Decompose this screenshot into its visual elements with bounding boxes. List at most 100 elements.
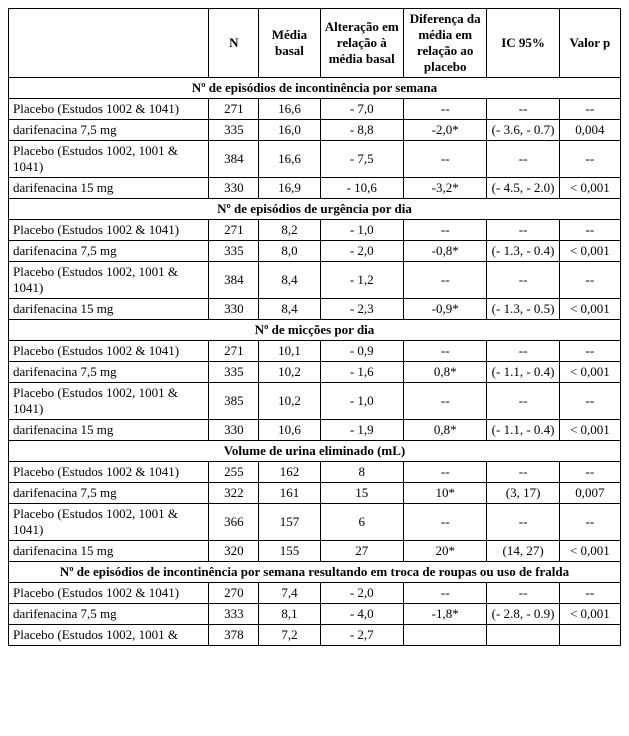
table-header: N Média basal Alteração em relação à méd… bbox=[9, 9, 621, 78]
col-ic: IC 95% bbox=[487, 9, 559, 78]
cell-n: 366 bbox=[209, 504, 259, 541]
table-row: darifenacina 7,5 mg33510,2- 1,60,8*(- 1.… bbox=[9, 362, 621, 383]
cell-p: < 0,001 bbox=[559, 299, 620, 320]
table-row: Placebo (Estudos 1002 & 1041)27116,6- 7,… bbox=[9, 99, 621, 120]
cell-p: -- bbox=[559, 262, 620, 299]
section-title: Nº de micções por dia bbox=[9, 320, 621, 341]
cell-basal: 16,0 bbox=[259, 120, 320, 141]
section-header: Nº de episódios de urgência por dia bbox=[9, 199, 621, 220]
cell-label: darifenacina 15 mg bbox=[9, 178, 209, 199]
cell-ic: (14, 27) bbox=[487, 541, 559, 562]
cell-dif: -- bbox=[403, 141, 486, 178]
cell-p: -- bbox=[559, 220, 620, 241]
section-header: Nº de episódios de incontinência por sem… bbox=[9, 562, 621, 583]
cell-p: < 0,001 bbox=[559, 420, 620, 441]
cell-alt: - 1,2 bbox=[320, 262, 403, 299]
cell-alt: - 2,0 bbox=[320, 583, 403, 604]
col-n: N bbox=[209, 9, 259, 78]
cell-basal: 8,4 bbox=[259, 262, 320, 299]
cell-ic: -- bbox=[487, 341, 559, 362]
table-row: Placebo (Estudos 1002 & 1041)27110,1- 0,… bbox=[9, 341, 621, 362]
cell-dif: 0,8* bbox=[403, 362, 486, 383]
cell-basal: 8,2 bbox=[259, 220, 320, 241]
table-row: darifenacina 15 mg33010,6- 1,90,8*(- 1.1… bbox=[9, 420, 621, 441]
cell-n: 271 bbox=[209, 220, 259, 241]
cell-basal: 7,4 bbox=[259, 583, 320, 604]
table-body: Nº de episódios de incontinência por sem… bbox=[9, 78, 621, 646]
cell-basal: 16,6 bbox=[259, 99, 320, 120]
cell-ic: (- 1.1, - 0.4) bbox=[487, 420, 559, 441]
cell-ic: -- bbox=[487, 141, 559, 178]
cell-ic: -- bbox=[487, 99, 559, 120]
cell-label: darifenacina 15 mg bbox=[9, 420, 209, 441]
cell-p: -- bbox=[559, 504, 620, 541]
table-row: darifenacina 7,5 mg3358,0- 2,0-0,8*(- 1.… bbox=[9, 241, 621, 262]
cell-p: < 0,001 bbox=[559, 362, 620, 383]
cell-alt: - 8,8 bbox=[320, 120, 403, 141]
cell-label: Placebo (Estudos 1002, 1001 & 1041) bbox=[9, 383, 209, 420]
cell-n: 255 bbox=[209, 462, 259, 483]
col-blank bbox=[9, 9, 209, 78]
section-title: Nº de episódios de incontinência por sem… bbox=[9, 562, 621, 583]
cell-p: 0,007 bbox=[559, 483, 620, 504]
table-row: darifenacina 15 mg3201552720*(14, 27)< 0… bbox=[9, 541, 621, 562]
cell-p: < 0,001 bbox=[559, 241, 620, 262]
cell-label: Placebo (Estudos 1002 & 1041) bbox=[9, 99, 209, 120]
cell-dif: -- bbox=[403, 504, 486, 541]
table-row: darifenacina 15 mg33016,9- 10,6-3,2*(- 4… bbox=[9, 178, 621, 199]
cell-dif: 20* bbox=[403, 541, 486, 562]
cell-n: 330 bbox=[209, 178, 259, 199]
cell-dif: -- bbox=[403, 262, 486, 299]
cell-basal: 10,2 bbox=[259, 362, 320, 383]
table-row: darifenacina 15 mg3308,4- 2,3-0,9*(- 1.3… bbox=[9, 299, 621, 320]
cell-n: 271 bbox=[209, 341, 259, 362]
cell-ic: (- 1.3, - 0.4) bbox=[487, 241, 559, 262]
cell-p bbox=[559, 625, 620, 646]
cell-dif bbox=[403, 625, 486, 646]
cell-ic: -- bbox=[487, 583, 559, 604]
table-row: darifenacina 7,5 mg33516,0- 8,8-2,0*(- 3… bbox=[9, 120, 621, 141]
cell-basal: 16,6 bbox=[259, 141, 320, 178]
section-header: Nº de micções por dia bbox=[9, 320, 621, 341]
cell-n: 335 bbox=[209, 120, 259, 141]
cell-ic: -- bbox=[487, 220, 559, 241]
cell-n: 330 bbox=[209, 299, 259, 320]
cell-label: Placebo (Estudos 1002 & 1041) bbox=[9, 462, 209, 483]
cell-basal: 10,1 bbox=[259, 341, 320, 362]
clinical-data-table: N Média basal Alteração em relação à méd… bbox=[8, 8, 621, 646]
cell-basal: 162 bbox=[259, 462, 320, 483]
cell-label: darifenacina 7,5 mg bbox=[9, 483, 209, 504]
cell-dif: -2,0* bbox=[403, 120, 486, 141]
section-header: Volume de urina eliminado (mL) bbox=[9, 441, 621, 462]
cell-alt: - 7,0 bbox=[320, 99, 403, 120]
cell-n: 330 bbox=[209, 420, 259, 441]
cell-ic: (- 1.3, - 0.5) bbox=[487, 299, 559, 320]
cell-ic bbox=[487, 625, 559, 646]
cell-ic: -- bbox=[487, 262, 559, 299]
cell-n: 335 bbox=[209, 241, 259, 262]
cell-dif: -- bbox=[403, 462, 486, 483]
cell-label: darifenacina 15 mg bbox=[9, 299, 209, 320]
cell-p: < 0,001 bbox=[559, 541, 620, 562]
cell-basal: 8,0 bbox=[259, 241, 320, 262]
cell-alt: - 1,6 bbox=[320, 362, 403, 383]
cell-n: 384 bbox=[209, 141, 259, 178]
cell-ic: -- bbox=[487, 504, 559, 541]
cell-alt: - 0,9 bbox=[320, 341, 403, 362]
cell-n: 333 bbox=[209, 604, 259, 625]
cell-dif: -- bbox=[403, 341, 486, 362]
cell-n: 270 bbox=[209, 583, 259, 604]
table-row: Placebo (Estudos 1002, 1001 &3787,2- 2,7 bbox=[9, 625, 621, 646]
cell-ic: (- 2.8, - 0.9) bbox=[487, 604, 559, 625]
cell-label: darifenacina 7,5 mg bbox=[9, 362, 209, 383]
cell-basal: 155 bbox=[259, 541, 320, 562]
cell-ic: (- 3.6, - 0.7) bbox=[487, 120, 559, 141]
col-basal: Média basal bbox=[259, 9, 320, 78]
cell-p: < 0,001 bbox=[559, 178, 620, 199]
cell-basal: 8,1 bbox=[259, 604, 320, 625]
cell-ic: (3, 17) bbox=[487, 483, 559, 504]
col-dif: Diferença da média em relação ao placebo bbox=[403, 9, 486, 78]
cell-alt: - 2,7 bbox=[320, 625, 403, 646]
table-row: darifenacina 7,5 mg3338,1- 4,0-1,8*(- 2.… bbox=[9, 604, 621, 625]
cell-alt: - 2,0 bbox=[320, 241, 403, 262]
